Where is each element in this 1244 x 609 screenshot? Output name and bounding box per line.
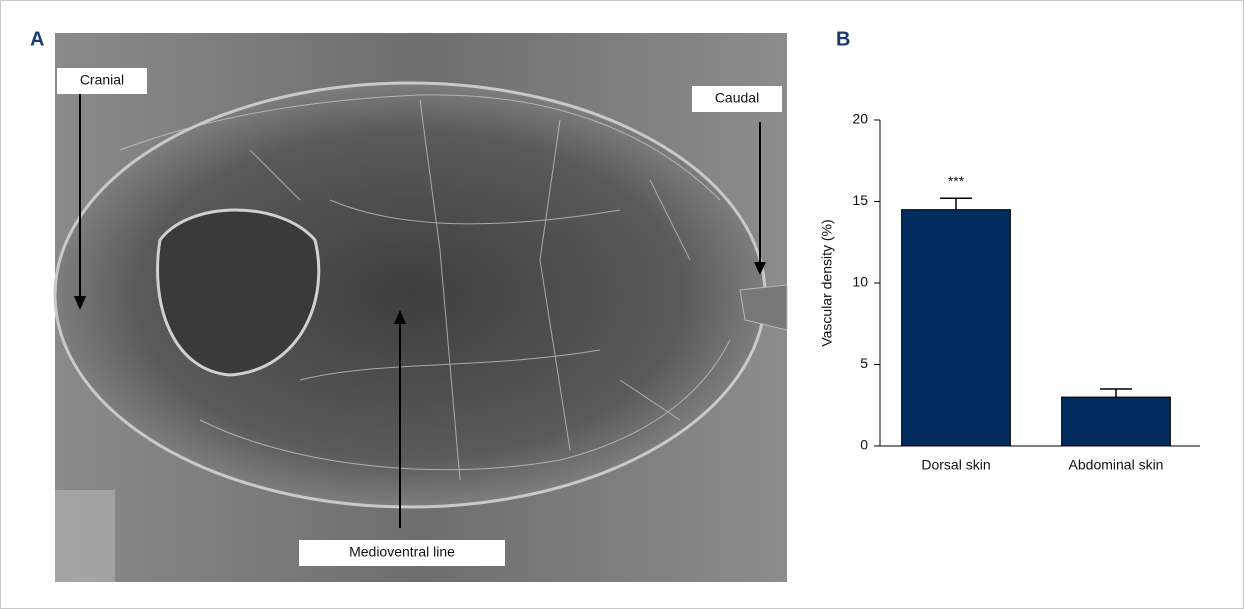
chart: 0 5 10 15 20 Dorsal skin *** Abdominal skin bbox=[852, 111, 1200, 473]
y-tick-label: 10 bbox=[852, 274, 868, 290]
y-axis-label: Vascular density (%) bbox=[819, 219, 835, 346]
bar bbox=[902, 210, 1011, 446]
y-tick-label: 20 bbox=[852, 111, 868, 127]
annotation: Caudal bbox=[715, 90, 759, 106]
x-tick-label: Abdominal skin bbox=[1069, 457, 1164, 473]
y-tick-label: 0 bbox=[860, 437, 868, 453]
bar bbox=[1062, 397, 1171, 446]
panel-label: B bbox=[836, 28, 850, 50]
y-tick-label: 15 bbox=[852, 192, 868, 208]
panel-label: A bbox=[30, 28, 44, 50]
annotation: Cranial bbox=[80, 72, 124, 88]
figure: A Cranial Caudal Medioventral line B Vas… bbox=[0, 0, 1244, 609]
annotation: Medioventral line bbox=[349, 544, 455, 560]
x-tick-label: Dorsal skin bbox=[921, 457, 990, 473]
photograph bbox=[55, 33, 787, 582]
y-tick-label: 5 bbox=[860, 355, 868, 371]
significance-label: *** bbox=[948, 173, 965, 189]
